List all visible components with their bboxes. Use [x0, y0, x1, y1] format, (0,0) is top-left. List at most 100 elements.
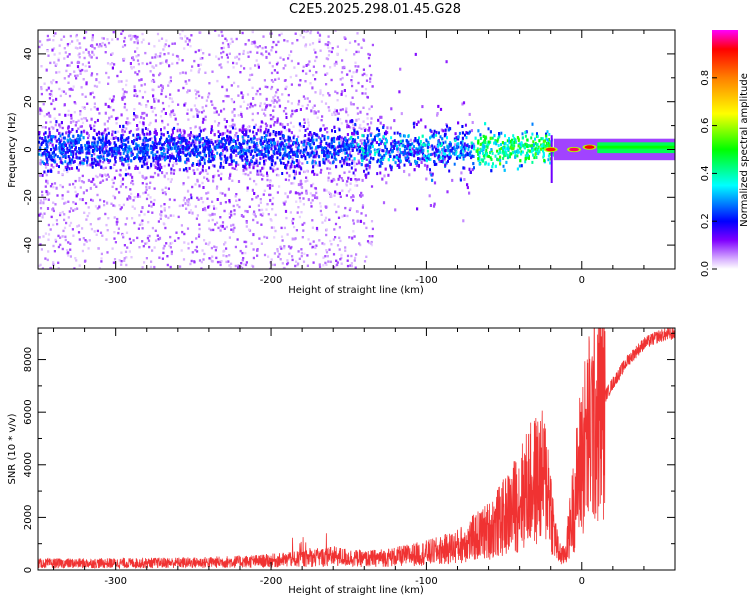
- heatmap-cell: [272, 169, 275, 173]
- heatmap-cell: [245, 220, 248, 223]
- heatmap-cell: [133, 85, 136, 89]
- heatmap-cell: [46, 207, 50, 210]
- heatmap-cell: [376, 127, 379, 131]
- heatmap-cell: [319, 171, 322, 174]
- heatmap-cell: [360, 212, 363, 215]
- heatmap-cell: [256, 148, 258, 152]
- heatmap-cell: [265, 236, 269, 239]
- heatmap-cell: [349, 264, 352, 267]
- heatmap-cell: [125, 90, 128, 94]
- heatmap-cell: [196, 109, 199, 113]
- heatmap-cell: [261, 46, 264, 50]
- heatmap-cell: [485, 148, 488, 152]
- heatmap-cell: [84, 64, 87, 68]
- heatmap-cell: [41, 213, 44, 216]
- heatmap-cell: [258, 137, 261, 140]
- heatmap-cell: [65, 69, 68, 73]
- heatmap-cell: [435, 162, 438, 166]
- heatmap-cell: [50, 163, 53, 167]
- heatmap-cell: [237, 266, 240, 269]
- heatmap-cell: [470, 129, 473, 133]
- heatmap-cell: [123, 244, 126, 247]
- heatmap-cell: [258, 126, 261, 129]
- heatmap-cell: [43, 198, 46, 201]
- heatmap-cell: [270, 79, 273, 82]
- heatmap-cell: [306, 161, 309, 164]
- heatmap-cell: [282, 58, 285, 61]
- heatmap-cell: [192, 162, 195, 165]
- heatmap-cell: [381, 177, 384, 181]
- heatmap-cell: [115, 223, 118, 226]
- heatmap-cell: [371, 145, 374, 148]
- heatmap-cell: [160, 84, 163, 87]
- heatmap-cell: [403, 134, 406, 138]
- heatmap-cell: [203, 142, 206, 146]
- heatmap-cell: [249, 105, 252, 109]
- heatmap-cell: [179, 72, 182, 75]
- heatmap-cell: [366, 240, 370, 243]
- heatmap-cell: [97, 45, 100, 48]
- heatmap-cell: [61, 132, 64, 136]
- heatmap-cell: [113, 196, 117, 200]
- heatmap-cell: [284, 163, 287, 167]
- heatmap-cell: [80, 130, 83, 134]
- heatmap-cell: [149, 70, 152, 73]
- heatmap-cell: [225, 120, 228, 123]
- heatmap-cell: [162, 157, 165, 160]
- heatmap-cell: [91, 45, 94, 48]
- heatmap-cell: [220, 172, 223, 176]
- heatmap-cell: [123, 127, 126, 130]
- heatmap-cell: [301, 104, 304, 108]
- heatmap-cell: [74, 179, 77, 183]
- heatmap-cell: [198, 141, 201, 145]
- heatmap-cell: [212, 205, 215, 208]
- heatmap-cell: [252, 248, 255, 251]
- heatmap-cell: [471, 121, 474, 124]
- heatmap-cell: [38, 136, 41, 140]
- heatmap-cell: [204, 71, 207, 74]
- heatmap-cell: [268, 186, 272, 190]
- heatmap-cell: [336, 263, 339, 267]
- heatmap-cell: [335, 62, 338, 65]
- heatmap-cell: [340, 253, 343, 257]
- heatmap-cell: [232, 159, 235, 163]
- heatmap-cell: [398, 157, 401, 161]
- heatmap-cell: [169, 79, 172, 83]
- heatmap-cell: [210, 155, 213, 158]
- heatmap-cell: [163, 155, 166, 159]
- heatmap-cell: [379, 157, 382, 161]
- heatmap-cell: [130, 192, 133, 196]
- heatmap-cell: [184, 40, 187, 43]
- heatmap-cell: [95, 85, 99, 88]
- heatmap-cell: [215, 110, 218, 114]
- heatmap-cell: [101, 146, 104, 150]
- heatmap-cell: [58, 165, 60, 169]
- heatmap-cell: [64, 201, 67, 204]
- heatmap-cell: [295, 229, 298, 232]
- heatmap-cell: [198, 259, 202, 262]
- heatmap-cell: [547, 154, 550, 158]
- heatmap-cell: [50, 266, 53, 269]
- heatmap-cell: [198, 126, 201, 130]
- heatmap-cell: [233, 167, 236, 170]
- heatmap-cell: [165, 137, 168, 141]
- heatmap-cell: [207, 146, 210, 149]
- heatmap-cell: [371, 85, 374, 88]
- heatmap-cell: [367, 171, 370, 175]
- heatmap-cell: [144, 127, 147, 130]
- heatmap-cell: [77, 54, 80, 57]
- heatmap-cell: [295, 260, 298, 263]
- heatmap-cell: [232, 230, 235, 233]
- heatmap-cell: [370, 105, 373, 108]
- heatmap-cell: [137, 144, 140, 148]
- heatmap-cell: [185, 82, 188, 85]
- heatmap-cell: [121, 234, 125, 237]
- heatmap-cell: [146, 128, 150, 132]
- heatmap-cell: [52, 47, 56, 50]
- heatmap-cell: [172, 172, 175, 175]
- heatmap-cell: [274, 229, 277, 233]
- heatmap-cell: [323, 242, 326, 246]
- heatmap-cell: [359, 110, 362, 114]
- heatmap-cell: [281, 172, 284, 175]
- heatmap-cell: [344, 94, 347, 98]
